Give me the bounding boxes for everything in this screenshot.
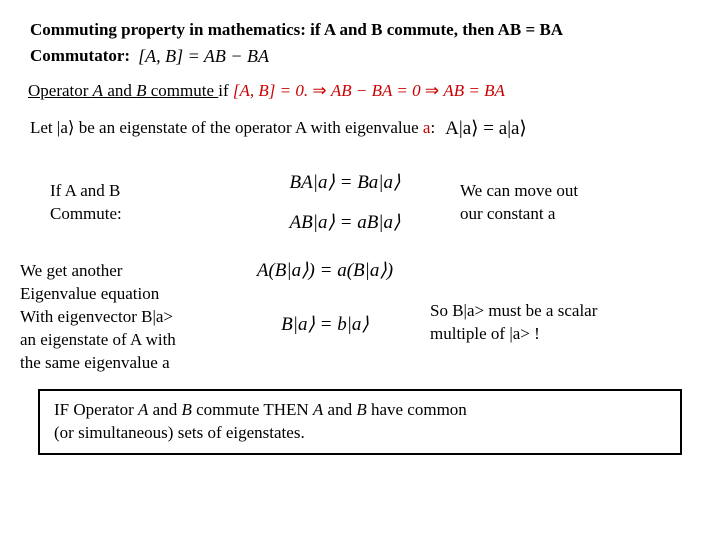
summary-box: IF Operator A and B commute THEN A and B… (38, 389, 682, 455)
eq-ba: BA|a⟩ = Ba|a⟩ (230, 166, 460, 200)
eq-abket: A(B|a⟩) = a(B|a⟩) (220, 254, 430, 288)
eq-bket: B|a⟩ = b|a⟩ (220, 308, 430, 342)
move-out-note: We can move out our constant a (460, 180, 690, 226)
factor-equations: A(B|a⟩) = a(B|a⟩) B|a⟩ = b|a⟩ (220, 260, 430, 348)
scalar-note: So B|a> must be a scalar multiple of |a>… (430, 260, 690, 346)
ba-ab-equations: BA|a⟩ = Ba|a⟩ AB|a⟩ = aB|a⟩ (230, 160, 460, 246)
bracket-eq: [A, B] = 0. (233, 81, 308, 100)
another-eigen-label: We get another Eigenvalue equation With … (20, 260, 220, 375)
row-ba-ab: If A and B Commute: BA|a⟩ = Ba|a⟩ AB|a⟩ … (30, 160, 690, 246)
commute-definition: Operator A and B commute if [A, B] = 0. … (28, 81, 690, 101)
commutator-line: Commutator: [A, B] = AB − BA (30, 46, 690, 67)
abba-zero: AB − BA = 0 (331, 81, 421, 100)
eigenstate-intro: Let |a⟩ be an eigenstate of the operator… (30, 117, 690, 140)
abba-eq: AB = BA (443, 81, 505, 100)
eq-ab: AB|a⟩ = aB|a⟩ (230, 206, 460, 240)
commutator-equation: [A, B] = AB − BA (138, 46, 269, 67)
heading: Commuting property in mathematics: if A … (30, 18, 690, 42)
eigenvalue-equation: A|a⟩ = a|a⟩ (445, 117, 527, 140)
row-another-eigen: We get another Eigenvalue equation With … (30, 260, 690, 375)
operator-a-underline: Operator A and B commute (28, 81, 218, 100)
commutator-label: Commutator: (30, 46, 130, 66)
if-commute-label: If A and B Commute: (30, 180, 230, 226)
